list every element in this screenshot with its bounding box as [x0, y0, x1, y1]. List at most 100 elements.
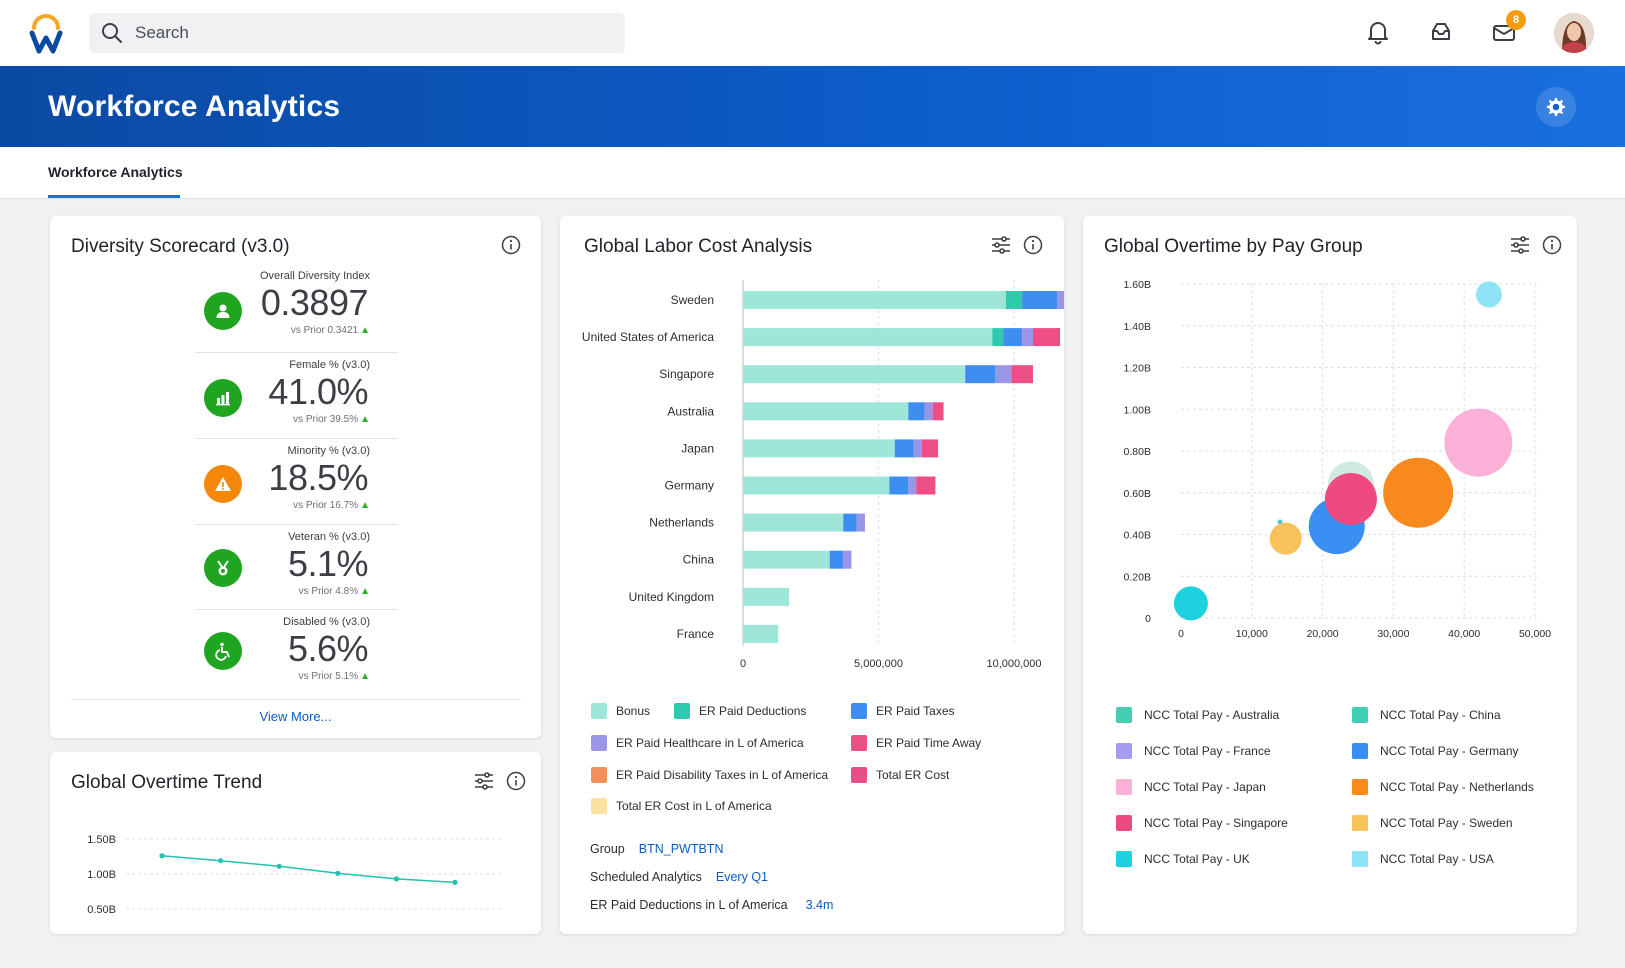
- legend-swatch: [674, 703, 690, 719]
- tab-workforce-analytics[interactable]: Workforce Analytics: [48, 164, 183, 180]
- category-label: Australia: [667, 404, 714, 418]
- detail-key: Group: [590, 842, 625, 856]
- global-overtime-trend-card: Global Overtime Trend 1.50B 1.00B 0.50B: [50, 752, 541, 934]
- legend-swatch: [591, 767, 607, 783]
- info-icon[interactable]: [500, 234, 522, 256]
- bar-segment: [743, 365, 966, 384]
- legend-swatch: [1352, 707, 1368, 723]
- metric-prior: vs Prior 5.1% ▲: [299, 671, 370, 682]
- page-header-banner: Workforce Analytics: [0, 66, 1625, 147]
- filter-sliders-icon[interactable]: [1509, 234, 1531, 256]
- legend-item[interactable]: ER Paid Taxes: [851, 703, 955, 719]
- category-label: Singapore: [659, 367, 714, 381]
- legend-swatch: [1352, 815, 1368, 831]
- category-label: Germany: [665, 479, 714, 493]
- info-icon[interactable]: [505, 770, 527, 792]
- filter-sliders-icon[interactable]: [473, 770, 495, 792]
- legend-swatch: [851, 703, 867, 719]
- metric-value: 5.1%: [287, 543, 369, 584]
- legend-label: NCC Total Pay - France: [1144, 744, 1271, 758]
- x-tick-label: 10,000,000: [986, 658, 1041, 670]
- legend-swatch: [1116, 779, 1132, 795]
- detail-value-link[interactable]: BTN_PWTBTN: [638, 842, 724, 856]
- search-bar[interactable]: [89, 13, 625, 53]
- legend-swatch: [1352, 851, 1368, 867]
- bubble: [1269, 522, 1302, 555]
- metric-value: 0.3897: [260, 282, 369, 323]
- legend-item[interactable]: NCC Total Pay - China: [1352, 707, 1501, 723]
- info-icon[interactable]: [1022, 234, 1044, 256]
- gear-icon: [1546, 97, 1566, 117]
- search-input[interactable]: [135, 23, 595, 43]
- legend-item[interactable]: ER Paid Deductions: [674, 703, 806, 719]
- trend-point: [335, 870, 341, 876]
- legend-item[interactable]: NCC Total Pay - USA: [1352, 851, 1494, 867]
- settings-button[interactable]: [1536, 87, 1576, 127]
- bar-segment: [889, 476, 909, 495]
- view-more-link[interactable]: View More...: [259, 709, 332, 724]
- x-tick-label: 5,000,000: [854, 658, 903, 670]
- metric-veteran-percent[interactable]: Veteran % (v3.0) 5.1% vs Prior 4.8% ▲: [195, 531, 398, 617]
- legend-label: Total ER Cost: [876, 768, 950, 782]
- trend-point: [452, 879, 458, 885]
- legend-swatch: [851, 735, 867, 751]
- bar-segment: [743, 587, 790, 606]
- legend-label: Total ER Cost in L of America: [616, 799, 772, 813]
- legend-swatch: [1352, 779, 1368, 795]
- metric-overall-diversity-index[interactable]: Overall Diversity Index 0.3897 vs Prior …: [195, 270, 398, 356]
- metric-disabled-percent[interactable]: Disabled % (v3.0) 5.6% vs Prior 5.1% ▲: [195, 616, 398, 702]
- user-avatar[interactable]: [1554, 13, 1594, 53]
- metric-female-percent[interactable]: Female % (v3.0) 41.0% vs Prior 39.5% ▲: [195, 359, 398, 445]
- legend-item[interactable]: NCC Total Pay - Singapore: [1116, 815, 1288, 831]
- detail-er-paid-deductions: ER Paid Deductions in L of America 3.4m: [590, 898, 833, 912]
- overtime-bubble-chart: 0 0.20B 0.40B 0.60B 0.80B 1.00B 1.20B 1.40B 1.60…: [1124, 279, 1552, 640]
- detail-value-link[interactable]: 3.4m: [805, 898, 834, 912]
- legend-swatch: [591, 798, 607, 814]
- legend-item[interactable]: ER Paid Disability Taxes in L of America: [591, 767, 828, 783]
- filter-sliders-icon[interactable]: [990, 234, 1012, 256]
- bar-segment: [995, 365, 1012, 384]
- prior-text: vs Prior 4.8%: [298, 586, 359, 597]
- bar-segment: [743, 291, 1006, 309]
- legend-item[interactable]: NCC Total Pay - UK: [1116, 851, 1250, 867]
- legend-item[interactable]: Bonus: [591, 703, 650, 719]
- person-icon: [204, 292, 242, 330]
- legend-item[interactable]: NCC Total Pay - Japan: [1116, 779, 1266, 795]
- inbox-tray-icon[interactable]: [1425, 16, 1457, 48]
- legend-label: NCC Total Pay - Netherlands: [1380, 780, 1534, 794]
- x-tick-label: 20,000: [1307, 628, 1339, 640]
- legend-swatch: [851, 767, 867, 783]
- bar-segment: [743, 550, 830, 569]
- legend-item[interactable]: NCC Total Pay - Sweden: [1352, 815, 1513, 831]
- bar-segment: [856, 513, 865, 532]
- legend-item[interactable]: Total ER Cost in L of America: [591, 798, 772, 814]
- legend-label: Bonus: [616, 704, 651, 718]
- bar-segment: [843, 550, 852, 569]
- info-icon[interactable]: [1541, 234, 1563, 256]
- legend-item[interactable]: NCC Total Pay - Netherlands: [1352, 779, 1534, 795]
- legend-item[interactable]: NCC Total Pay - Australia: [1116, 707, 1279, 723]
- bar-segment: [965, 365, 996, 384]
- mail-icon[interactable]: 8: [1488, 10, 1526, 48]
- category-label: Sweden: [671, 293, 714, 307]
- legend-item[interactable]: NCC Total Pay - France: [1116, 743, 1271, 759]
- bar-segment: [829, 550, 844, 569]
- legend-swatch: [1352, 743, 1368, 759]
- legend-swatch: [591, 735, 607, 751]
- prior-text: vs Prior 39.5%: [293, 414, 359, 425]
- legend-item[interactable]: ER Paid Time Away: [851, 735, 981, 751]
- detail-value-link[interactable]: Every Q1: [715, 870, 768, 884]
- bubble: [1475, 281, 1502, 308]
- bar-segment: [743, 624, 779, 643]
- metric-label: Female % (v3.0): [289, 359, 370, 371]
- bell-icon[interactable]: [1362, 16, 1394, 48]
- legend-item[interactable]: Total ER Cost: [851, 767, 949, 783]
- metric-minority-percent[interactable]: Minority % (v3.0) 18.5% vs Prior 16.7% ▲: [195, 445, 398, 531]
- legend-item[interactable]: ER Paid Healthcare in L of America: [591, 735, 804, 751]
- legend-label: ER Paid Taxes: [876, 704, 955, 718]
- metric-prior: vs Prior 4.8% ▲: [299, 586, 370, 597]
- bar-segment: [1005, 291, 1023, 309]
- y-tick-label: 0.40B: [1124, 530, 1151, 542]
- workday-logo[interactable]: [28, 14, 64, 54]
- legend-item[interactable]: NCC Total Pay - Germany: [1352, 743, 1519, 759]
